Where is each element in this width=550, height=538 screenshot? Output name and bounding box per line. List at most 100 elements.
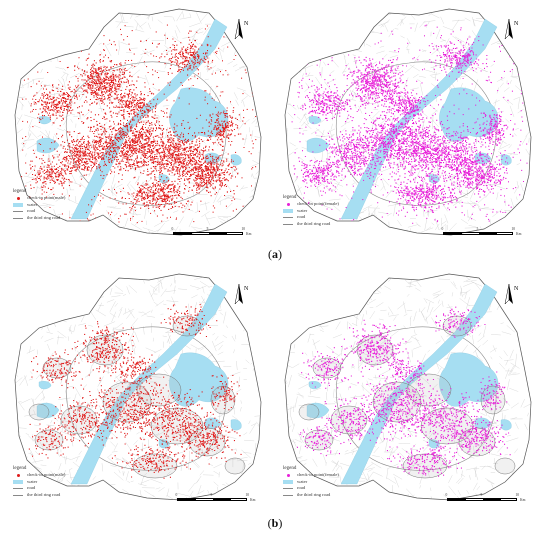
legend-title: legend [13, 466, 27, 471]
legend-item: the third ring road [13, 215, 65, 221]
legend-item-label: water [27, 478, 38, 484]
scale-tick-label: 5 [476, 227, 479, 231]
north-label: N [514, 21, 519, 27]
scale-bar [443, 232, 513, 235]
north-arrow-icon: N [504, 18, 519, 40]
north-arrow-icon: N [234, 18, 249, 40]
scale-tick-label: 10 [515, 493, 520, 497]
legend-item: water [283, 479, 339, 485]
line-symbol-icon [283, 488, 293, 490]
scale-unit-label: Km [246, 231, 252, 236]
legend-item: road [13, 208, 65, 214]
legend-item: road [283, 214, 339, 220]
legend-title: legend [13, 189, 27, 194]
scale-tick-label: 5 [210, 493, 213, 497]
legend-item-label: the third ring road [297, 220, 331, 226]
legend-item: road [13, 485, 65, 491]
lake-water [306, 137, 330, 154]
legend-item-label: check-in point(male) [27, 472, 66, 478]
map-legend: legend check-in point(female) water road the… [283, 466, 339, 498]
line-symbol-icon [283, 217, 293, 219]
scale-unit-label: Km [516, 231, 522, 236]
legend-title: legend [283, 195, 297, 200]
legend-item-label: check-in point(female) [297, 472, 339, 478]
legend-item-label: road [27, 485, 36, 491]
line-symbol-icon [13, 488, 23, 490]
lake-water [36, 402, 60, 419]
line-symbol-icon [283, 223, 293, 225]
lake-water [308, 116, 322, 125]
water-swatch-icon [283, 480, 293, 484]
legend-item-label: road [297, 485, 306, 491]
lake-water [500, 154, 512, 166]
legend-item: check-in point(male) [13, 195, 65, 201]
legend-item-label: the third ring road [27, 491, 61, 497]
scale-tick-label: 5 [206, 227, 209, 231]
river-water [340, 283, 498, 485]
scale-tick-label: 0 [445, 493, 448, 497]
line-symbol-icon [13, 217, 23, 219]
scale-tick-label: 10 [241, 227, 246, 231]
lake-water [38, 116, 52, 125]
buffer-zones [298, 315, 516, 479]
map-panel-a-male: N legend check-in point(male) water road the… [5, 5, 275, 245]
legend-item-label: check-in point(female) [297, 201, 339, 207]
river-water [340, 18, 498, 220]
legend-item: check-in point(female) [283, 201, 339, 207]
water-swatch-icon [283, 209, 293, 213]
scale-bar [447, 498, 517, 501]
scale-tick-label: 5 [480, 493, 483, 497]
map-svg: N [14, 8, 262, 236]
scale-tick-label: 0 [175, 493, 178, 497]
scale-bar [173, 232, 243, 235]
map-svg: N [284, 273, 532, 501]
legend-item: the third ring road [283, 492, 339, 498]
line-symbol-icon [13, 211, 23, 213]
legend-item-label: check-in point(male) [27, 195, 66, 201]
map-legend: legend check-in point(male) water road the t… [13, 466, 65, 498]
lake-water [38, 381, 52, 390]
legend-item: the third ring road [13, 492, 65, 498]
legend-item: the third ring road [283, 221, 339, 227]
caption-b: (b) [267, 516, 283, 530]
map-panel-a-female: N legend check-in point(female) water road t… [275, 5, 545, 245]
legend-item: water [13, 202, 65, 208]
water-swatch-icon [13, 480, 23, 484]
north-arrow-icon: N [234, 283, 249, 305]
legend-item: check-in point(female) [283, 472, 339, 478]
point-symbol-icon [287, 203, 290, 207]
legend-item: road [283, 485, 339, 491]
scale-tick-label: 10 [511, 227, 516, 231]
river-water [70, 283, 228, 485]
scale-tick-label: 10 [245, 493, 250, 497]
point-symbol-icon [287, 474, 290, 478]
map-panel-b-female: N legend check-in point(female) water road t… [275, 270, 545, 510]
north-arrow-icon: N [504, 283, 519, 305]
map-legend: legend check-in point(female) water road the… [283, 195, 339, 227]
legend-item-label: road [27, 208, 36, 214]
lake-water [230, 154, 242, 166]
legend-title: legend [283, 466, 297, 471]
north-label: N [244, 21, 249, 27]
caption-a: (a) [268, 247, 282, 261]
north-label: N [244, 286, 249, 292]
map-legend: legend check-in point(male) water road the t… [13, 189, 65, 221]
point-symbol-icon [17, 474, 20, 478]
scale-tick-label: 0 [441, 227, 444, 231]
lake-water [36, 137, 60, 154]
legend-item: water [283, 208, 339, 214]
scale-unit-label: Km [520, 497, 526, 502]
legend-item: water [13, 479, 65, 485]
scale-tick-label: 0 [171, 227, 174, 231]
check-in-points [296, 306, 511, 477]
map-panel-b-male: N legend check-in point(male) water road the… [5, 270, 275, 510]
point-symbol-icon [17, 197, 20, 201]
lake-water [500, 419, 512, 431]
water-swatch-icon [13, 203, 23, 207]
legend-item-label: the third ring road [27, 214, 61, 220]
lake-water [230, 419, 242, 431]
lake-water [306, 402, 330, 419]
check-in-points [21, 24, 258, 226]
legend-item-label: water [297, 207, 308, 213]
line-symbol-icon [13, 494, 23, 496]
